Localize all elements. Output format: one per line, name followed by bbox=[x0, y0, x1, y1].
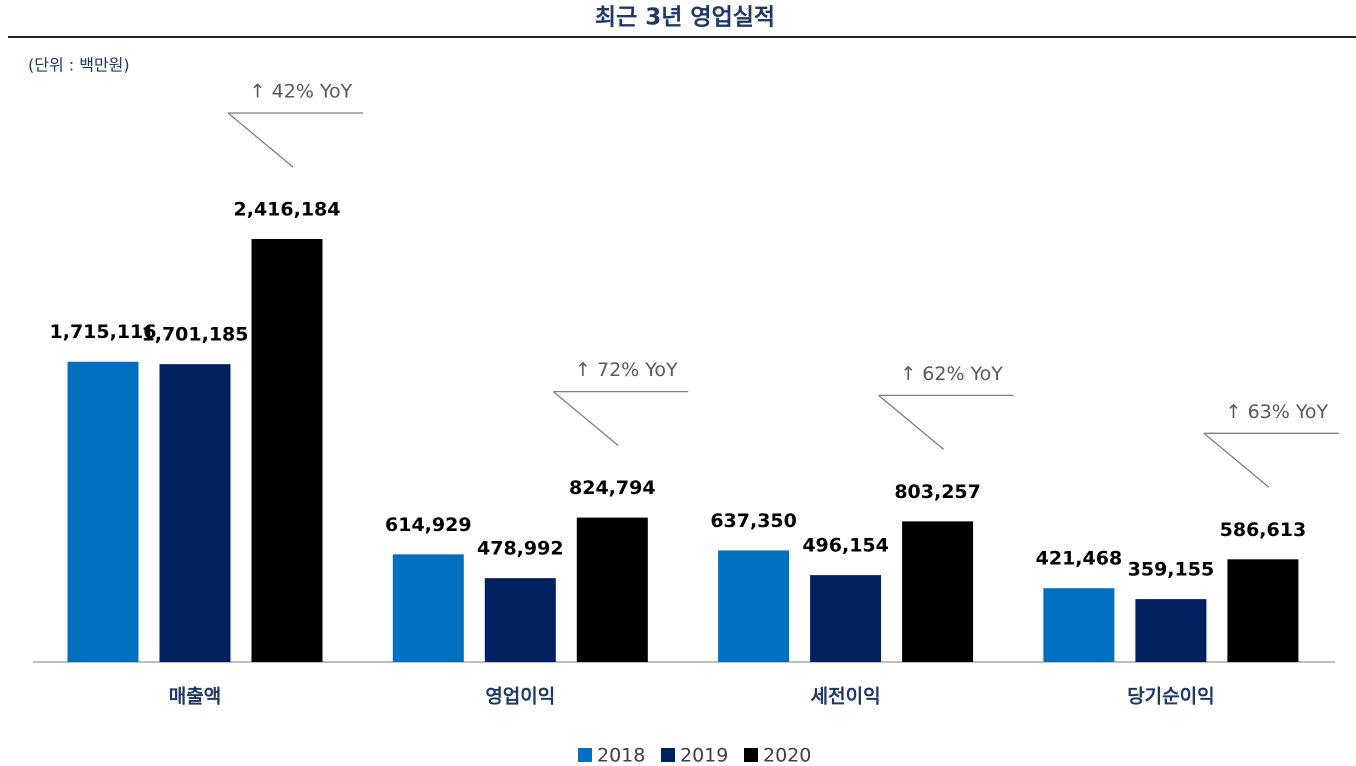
bar bbox=[902, 521, 974, 662]
legend-swatch bbox=[744, 748, 758, 762]
value-label: 586,613 bbox=[1220, 519, 1307, 541]
value-label: 614,929 bbox=[385, 514, 472, 536]
value-label: 1,715,116 bbox=[50, 321, 157, 343]
x-tick-label: 세전이익 bbox=[811, 686, 881, 708]
bar bbox=[576, 517, 648, 662]
chart-title: 최근 3년 영업실적 bbox=[595, 5, 775, 31]
x-tick-label: 영업이익 bbox=[485, 686, 555, 708]
annotation-line bbox=[878, 394, 945, 450]
value-label: 421,468 bbox=[1036, 548, 1123, 570]
legend-label: 2020 bbox=[763, 745, 811, 766]
legend-label: 2019 bbox=[680, 745, 728, 766]
legend-swatch bbox=[661, 748, 675, 762]
annotation: ↑ 42% YoY bbox=[250, 81, 353, 103]
annotation: ↑ 62% YoY bbox=[900, 363, 1003, 385]
value-label: 803,257 bbox=[894, 481, 981, 503]
bar bbox=[484, 578, 556, 662]
bar bbox=[1043, 588, 1115, 662]
value-label: 1,701,185 bbox=[142, 324, 249, 346]
bar bbox=[1135, 599, 1207, 662]
bar bbox=[159, 364, 231, 662]
unit-label: (단위 : 백만원) bbox=[28, 56, 130, 75]
annotation: ↑ 63% YoY bbox=[1226, 401, 1329, 423]
bar bbox=[810, 575, 882, 662]
bar bbox=[718, 550, 790, 662]
value-label: 496,154 bbox=[802, 535, 889, 557]
legend-swatch bbox=[578, 748, 592, 762]
legend-label: 2018 bbox=[597, 745, 645, 766]
bar bbox=[67, 361, 139, 662]
value-label: 478,992 bbox=[477, 538, 564, 560]
bar bbox=[251, 239, 323, 662]
bar bbox=[1227, 559, 1299, 662]
x-tick-label: 매출액 bbox=[169, 686, 221, 708]
value-label: 637,350 bbox=[710, 510, 797, 532]
value-label: 824,794 bbox=[569, 477, 656, 499]
x-tick-label: 당기순이익 bbox=[1127, 686, 1214, 708]
annotation: ↑ 72% YoY bbox=[575, 359, 678, 381]
bar bbox=[392, 554, 464, 662]
annotation-line bbox=[552, 391, 619, 447]
annotation-line bbox=[1203, 432, 1270, 488]
annotation-line bbox=[227, 112, 294, 168]
value-label: 2,416,184 bbox=[234, 199, 341, 221]
value-label: 359,155 bbox=[1128, 559, 1215, 581]
